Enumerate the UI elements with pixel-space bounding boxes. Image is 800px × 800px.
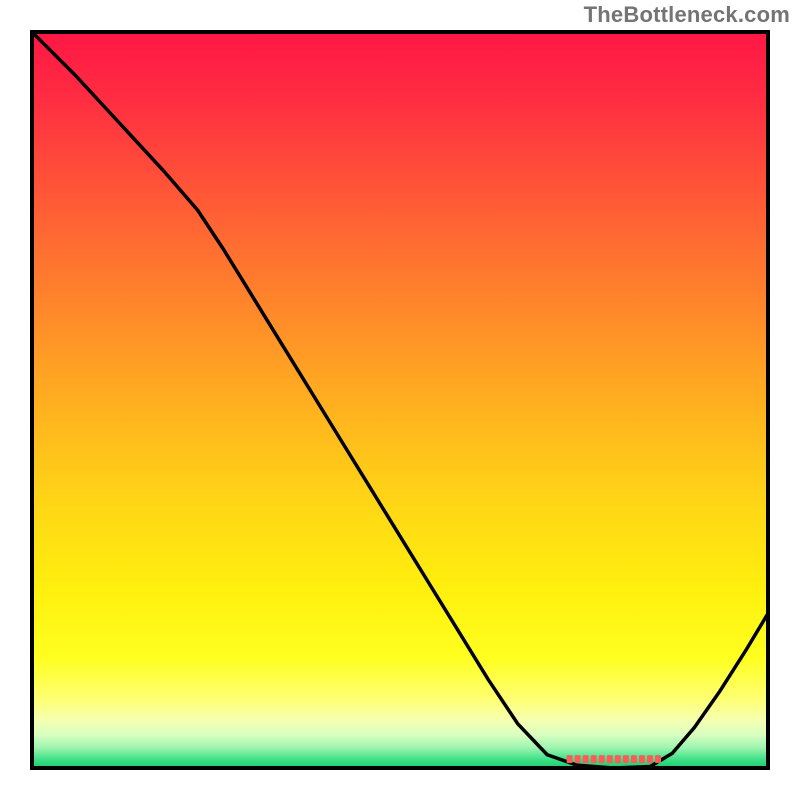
chart-container: TheBottleneck.com [0, 0, 800, 800]
plot-area [30, 30, 770, 770]
watermark-text: TheBottleneck.com [584, 2, 790, 28]
chart-svg [30, 30, 770, 770]
chart-background [32, 32, 768, 768]
